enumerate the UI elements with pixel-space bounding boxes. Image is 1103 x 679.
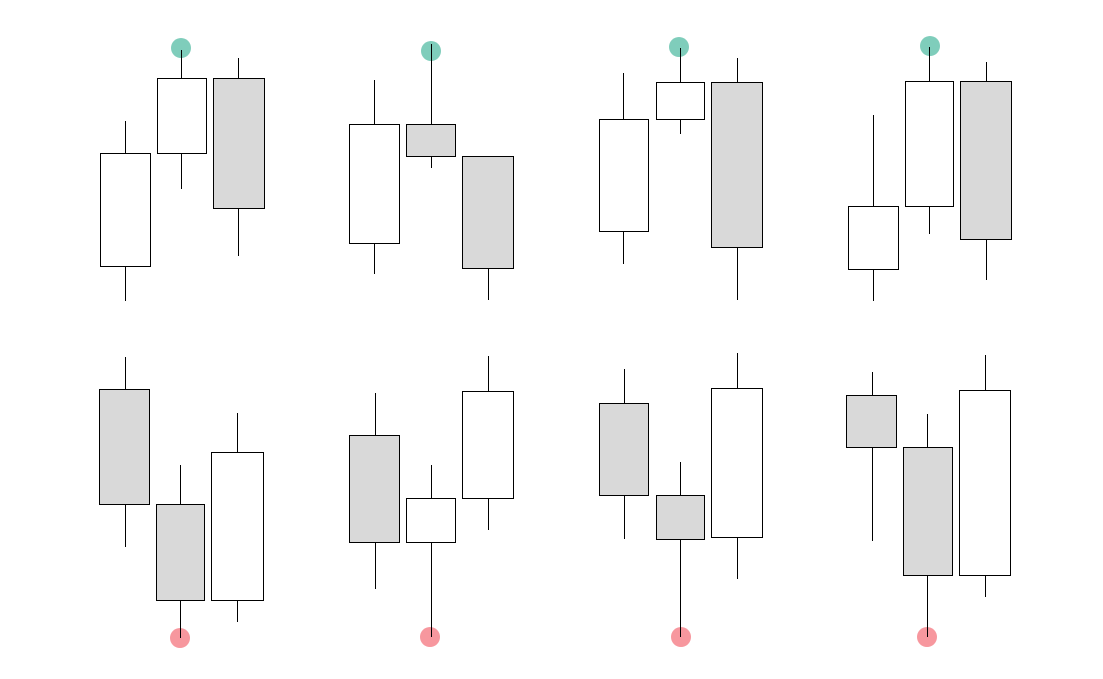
candle-body	[599, 403, 649, 496]
candle-body	[349, 435, 400, 543]
pattern-top-3	[599, 37, 763, 300]
candle-body	[462, 156, 514, 269]
candle-body	[905, 81, 954, 207]
candle-body	[213, 78, 265, 209]
pattern-top-2	[349, 41, 514, 300]
pattern-bottom-3	[599, 353, 763, 647]
candle-body	[211, 452, 264, 601]
candle-body	[848, 206, 899, 270]
candle-body	[711, 82, 763, 248]
candle-body	[462, 391, 514, 499]
candle-body	[406, 498, 456, 543]
candle-body	[406, 124, 456, 157]
candle-body	[156, 504, 205, 601]
candle-body	[711, 388, 763, 538]
marker-dot	[920, 36, 940, 56]
pattern-bottom-4	[846, 355, 1011, 647]
pattern-bottom-2	[349, 356, 514, 647]
pattern-top-4	[848, 36, 1012, 301]
marker-dot	[420, 627, 440, 647]
candle-body	[157, 78, 207, 154]
marker-dot	[669, 37, 689, 57]
candle-body	[960, 81, 1012, 240]
candle-body	[959, 390, 1011, 576]
candle-body	[100, 153, 151, 267]
candle-body	[656, 495, 705, 540]
marker-dot	[171, 38, 191, 58]
pattern-top-1	[100, 38, 265, 301]
candle-body	[349, 124, 400, 244]
candle-body	[656, 82, 705, 120]
candle-body	[903, 447, 953, 576]
candle-body	[99, 389, 150, 505]
pattern-bottom-1	[99, 357, 264, 648]
candle-body	[846, 395, 897, 448]
candle-body	[599, 119, 649, 232]
